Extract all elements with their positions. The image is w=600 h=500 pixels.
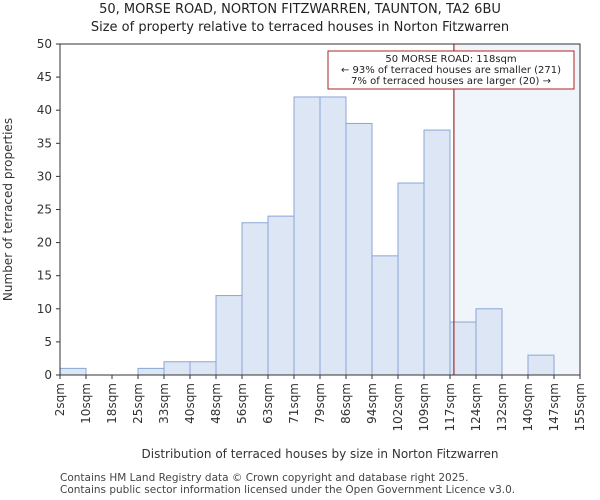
- x-tick-label: 40sqm: [183, 383, 197, 424]
- bar-71sqm: [293, 96, 321, 376]
- x-tick-label: 86sqm: [339, 383, 353, 424]
- x-tick-label: 2sqm: [53, 383, 67, 416]
- y-tick-label: 45: [37, 70, 52, 84]
- bar-40sqm: [189, 361, 217, 376]
- footer-licence: Contains public sector information licen…: [60, 484, 516, 496]
- bar-124sqm: [475, 308, 503, 376]
- y-tick-label: 50: [37, 37, 52, 51]
- bar-94sqm: [371, 255, 399, 376]
- bar-33sqm: [163, 361, 191, 376]
- x-tick-label: 18sqm: [105, 383, 119, 424]
- x-tick-label: 79sqm: [313, 383, 327, 424]
- y-tick-label: 40: [37, 103, 52, 117]
- y-tick-label: 0: [44, 368, 52, 382]
- bar-63sqm: [267, 215, 295, 376]
- bar-102sqm: [397, 182, 425, 376]
- y-tick-label: 25: [37, 203, 52, 217]
- histogram-chart: 0 5 10 15 20 25 30 35 40 45 50 2sqm 10sqm 18sqm 25sqm…: [1, 37, 587, 461]
- footer-copyright: Contains HM Land Registry data © Crown c…: [60, 472, 469, 484]
- x-tick-label: 48sqm: [209, 383, 223, 424]
- y-tick-label: 15: [37, 269, 52, 283]
- annotation-line-3: 7% of terraced houses are larger (20) →: [351, 76, 551, 87]
- y-tick-label: 10: [37, 302, 52, 316]
- x-tick-label: 155sqm: [573, 383, 587, 431]
- bar-56sqm: [241, 222, 269, 376]
- bar-109sqm: [423, 129, 451, 376]
- x-tick-label: 63sqm: [261, 383, 275, 424]
- y-tick-label: 35: [37, 136, 52, 150]
- x-tick-label: 10sqm: [79, 383, 93, 424]
- bar-2sqm: [59, 367, 87, 376]
- x-tick-label: 71sqm: [287, 383, 301, 424]
- bar-79sqm: [319, 96, 347, 376]
- chart-title: 50, MORSE ROAD, NORTON FITZWARREN, TAUNT…: [99, 2, 501, 17]
- x-tick-label: 25sqm: [131, 383, 145, 424]
- bar-48sqm: [215, 295, 243, 376]
- x-tick-label: 147sqm: [547, 383, 561, 431]
- y-tick-label: 30: [37, 169, 52, 183]
- x-tick-label: 102sqm: [391, 383, 405, 431]
- y-axis-label: Number of terraced properties: [1, 118, 15, 301]
- x-tick-label: 109sqm: [417, 383, 431, 431]
- y-tick-label: 5: [44, 335, 52, 349]
- x-tick-label: 132sqm: [495, 383, 509, 431]
- y-tick-label: 20: [37, 236, 52, 250]
- annotation-box: 50 MORSE ROAD: 118sqm ← 93% of terraced …: [327, 50, 575, 90]
- x-tick-label: 117sqm: [443, 383, 457, 431]
- annotation-line-1: 50 MORSE ROAD: 118sqm: [385, 54, 516, 65]
- annotation-line-2: ← 93% of terraced houses are smaller (27…: [341, 65, 561, 76]
- chart-subtitle: Size of property relative to terraced ho…: [90, 20, 510, 35]
- x-tick-label: 33sqm: [157, 383, 171, 424]
- x-tick-label: 56sqm: [235, 383, 249, 424]
- x-axis-label: Distribution of terraced houses by size …: [142, 447, 499, 461]
- bar-25sqm: [137, 367, 165, 376]
- larger-properties-region: [453, 44, 580, 375]
- bar-140sqm: [527, 354, 555, 376]
- x-tick-label: 124sqm: [469, 383, 483, 431]
- x-tick-label: 140sqm: [521, 383, 535, 431]
- bar-86sqm: [345, 122, 373, 376]
- x-tick-label: 94sqm: [365, 383, 379, 424]
